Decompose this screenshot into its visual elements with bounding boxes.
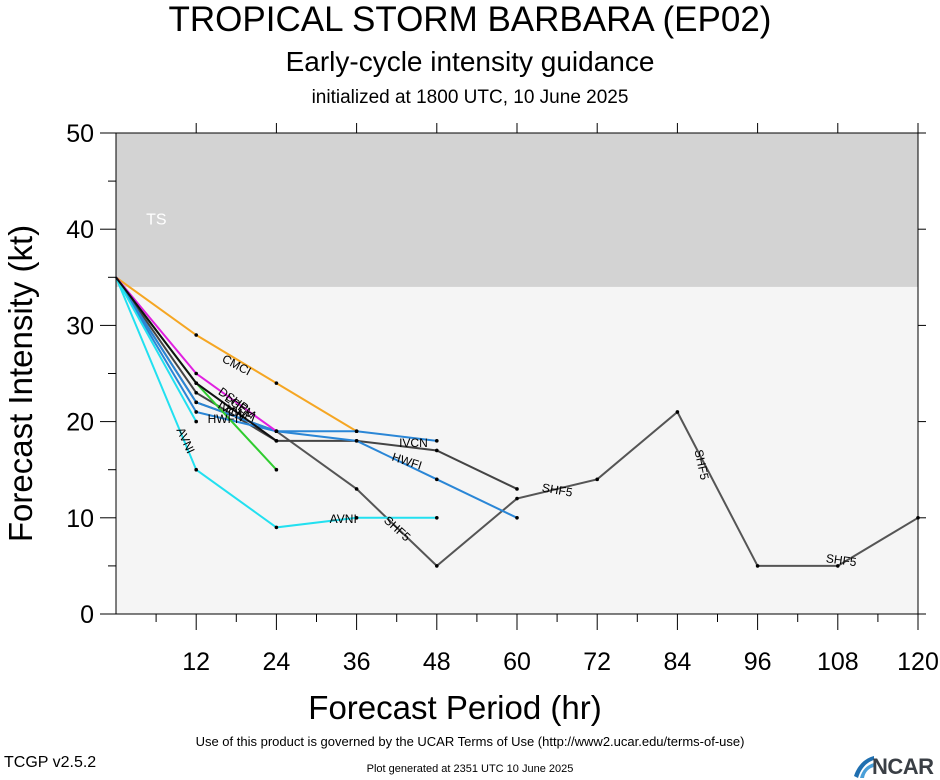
data-point <box>194 410 198 414</box>
data-point <box>274 381 279 385</box>
data-point <box>435 477 439 482</box>
x-tick-label: 36 <box>343 648 371 676</box>
plot-generated-text: Plot generated at 2351 UTC 10 June 2025 <box>366 763 574 775</box>
data-point <box>194 419 198 424</box>
below-band-region <box>116 286 918 614</box>
ncar-logo-text: NCAR <box>872 754 934 779</box>
data-point <box>274 439 279 443</box>
y-tick-label: 40 <box>66 216 94 244</box>
x-axis-label: Forecast Period (hr) <box>308 689 601 726</box>
data-point <box>274 467 279 472</box>
data-point <box>354 439 359 443</box>
terms-of-use-text: Use of this product is governed by the U… <box>195 734 745 749</box>
x-tick-label: 12 <box>182 648 210 676</box>
ncar-logo: NCAR <box>852 752 940 780</box>
series-label: SHF5 <box>541 480 574 499</box>
series-label: IVCN <box>399 436 428 450</box>
data-point <box>435 439 439 443</box>
data-point <box>515 487 519 491</box>
ts-band-region <box>116 133 918 287</box>
band-label-ts: TS <box>146 211 166 228</box>
data-point <box>194 467 198 472</box>
y-axis-label: Forecast Intensity (kt) <box>2 225 39 542</box>
data-point <box>274 429 279 434</box>
data-point <box>354 487 359 491</box>
data-point <box>595 477 599 482</box>
x-tick-label: 120 <box>897 648 939 676</box>
series-line-unnamed-6 <box>115 276 198 423</box>
x-tick-label: 60 <box>503 648 531 676</box>
series-label: HWFI <box>208 412 239 426</box>
data-point <box>675 410 680 414</box>
init-time-label: initialized at 1800 UTC, 10 June 2025 <box>311 87 629 108</box>
data-point <box>435 516 439 520</box>
y-tick-label: 20 <box>66 409 94 437</box>
x-tick-label: 108 <box>817 648 859 676</box>
x-tick-label: 72 <box>583 648 611 676</box>
data-point <box>435 448 439 453</box>
chart-title: TROPICAL STORM BARBARA (EP02) <box>168 0 772 39</box>
series-label: SHF5 <box>825 551 858 569</box>
y-tick-label: 10 <box>66 505 94 533</box>
data-point <box>194 400 198 405</box>
series-line-ivcn <box>115 276 518 490</box>
data-point <box>515 516 519 520</box>
y-tick-label: 50 <box>66 120 94 148</box>
series-line-hwfi <box>115 276 518 519</box>
y-tick-label: 0 <box>80 601 94 629</box>
version-label: TCGP v2.5.2 <box>4 754 97 771</box>
x-tick-label: 84 <box>663 648 691 676</box>
x-tick-label: 24 <box>262 648 290 676</box>
data-point <box>194 333 198 337</box>
data-point <box>354 429 359 434</box>
data-point <box>515 496 519 501</box>
series-line-cmc <box>115 276 358 433</box>
ncar-swirl-icon <box>854 756 874 778</box>
data-point <box>194 371 198 376</box>
series-label: AVNI <box>330 512 357 526</box>
y-tick-label: 30 <box>66 312 94 340</box>
data-point <box>354 516 359 520</box>
chart-subtitle: Early-cycle intensity guidance <box>285 46 655 77</box>
data-point <box>755 564 760 568</box>
series-label: SHF5 <box>692 448 712 481</box>
x-tick-label: 48 <box>423 648 451 676</box>
data-point <box>435 564 439 568</box>
x-tick-label: 96 <box>744 648 772 676</box>
data-point <box>194 381 198 385</box>
data-point <box>836 564 840 568</box>
data-point <box>274 525 279 530</box>
data-point <box>194 390 198 395</box>
